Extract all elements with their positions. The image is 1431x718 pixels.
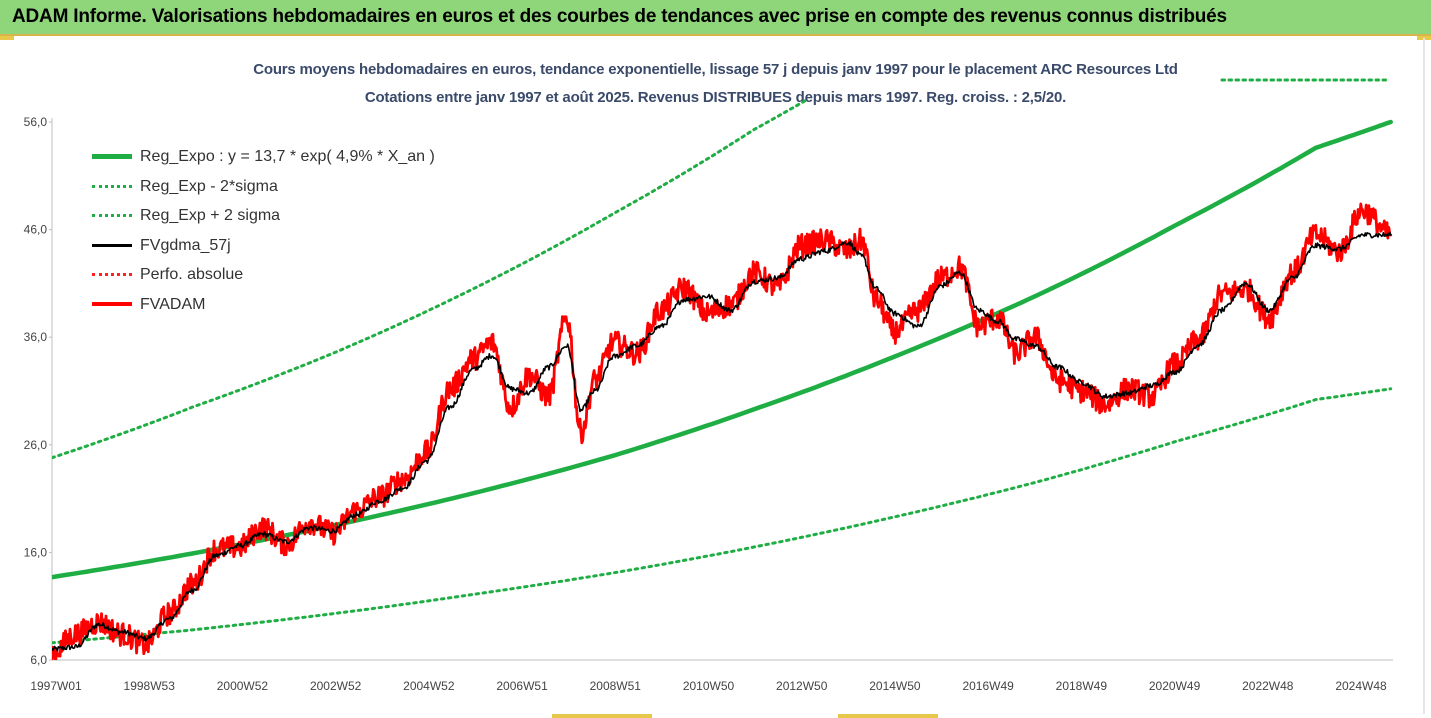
legend-swatch [92,301,132,306]
y-tick-label: 26,0 [24,438,48,452]
x-tick-label: 2014W50 [869,679,921,693]
x-tick-label: 2012W50 [776,679,828,693]
x-tick-label: 1997W01 [30,679,82,693]
report-title: ADAM Informe. Valorisations hebdomadaire… [12,6,1227,27]
legend-swatch [92,214,132,217]
upper-band-line [52,99,808,460]
x-tick-label: 1998W53 [124,679,176,693]
y-axis: 56,0 46,0 36,0 26,0 16,0 6,0 [24,115,53,667]
x-tick-label: 2002W52 [310,679,362,693]
legend-swatch [92,184,132,188]
x-tick-label: 2024W48 [1335,679,1387,693]
legend-swatch [92,154,132,159]
x-axis: 1997W01 1998W53 2000W52 2002W52 2004W52 2006W… [30,659,1393,693]
y-tick-label: 36,0 [24,330,48,344]
lower-band-line [52,387,1393,645]
y-tick-label: 6,0 [30,653,47,667]
legend-label: Reg_Exp + 2 sigma [140,207,281,224]
x-tick-label: 2018W49 [1056,679,1108,693]
chart-title: Cours moyens hebdomadaires en euros, ten… [253,61,1178,78]
x-tick-label: 2008W51 [590,679,642,693]
legend-swatch [92,243,132,247]
x-tick-label: 2000W52 [217,679,269,693]
legend-label: Reg_Expo : y = 13,7 * exp( 4,9% * X_an ) [140,148,435,165]
fvgdma-line [52,231,1392,652]
bottom-accent-left [552,714,652,718]
bottom-accent-right [838,714,938,718]
y-tick-label: 56,0 [24,115,48,129]
report-banner: ADAM Informe. Valorisations hebdomadaire… [0,0,1431,36]
fvadam-line [52,202,1393,660]
chart-subtitle: Cotations entre janv 1997 et août 2025. … [364,89,1067,106]
legend-label: FVgdma_57j [140,236,231,254]
y-tick-label: 46,0 [24,223,48,237]
series-layer [52,99,1393,660]
legend-label: Reg_Exp - 2*sigma [140,177,278,195]
x-tick-label: 2006W51 [496,679,548,693]
right-edge-divider [1423,38,1425,714]
legend-swatch [92,273,132,276]
x-tick-label: 2022W48 [1242,679,1294,693]
y-tick-label: 16,0 [24,545,48,559]
x-tick-label: 2010W50 [683,679,735,693]
legend-label: FVADAM [140,295,206,313]
x-tick-label: 2016W49 [962,679,1014,693]
x-tick-label: 2004W52 [403,679,455,693]
legend-label: Perfo. absolue [140,266,244,283]
decorative-corner-left [0,36,14,40]
x-tick-label: 2020W49 [1149,679,1201,693]
reg-expo-line [52,119,1393,580]
